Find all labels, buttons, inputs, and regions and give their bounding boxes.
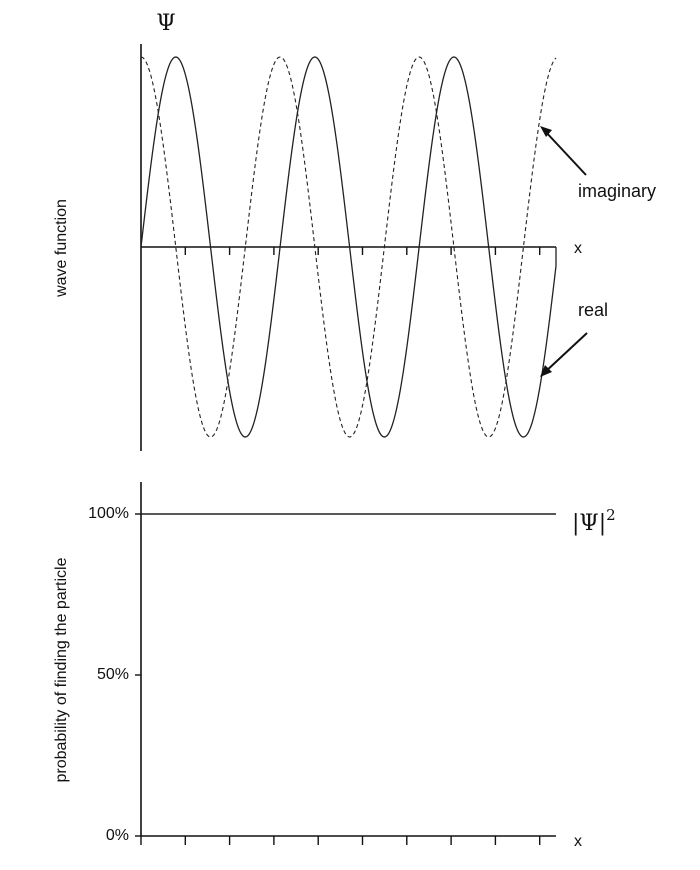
real-curve — [140, 56, 557, 438]
prob-x-label: x — [574, 833, 582, 850]
psi-squared-label: |Ψ|2 — [572, 506, 616, 536]
imaginary-pointer-line — [543, 129, 587, 176]
prob-y-tick-label: 50% — [97, 666, 129, 683]
prob-y-tick-label: 0% — [106, 827, 129, 844]
imaginary-pointer-arrowhead — [540, 126, 552, 137]
wave-x-label: x — [574, 240, 582, 257]
psi-axis-symbol: Ψ — [156, 11, 175, 36]
prob-y-tick-label: 100% — [88, 505, 129, 522]
psi-squared-base: |Ψ| — [572, 511, 606, 536]
wave-x-ticks — [184, 247, 541, 255]
prob-y-ticks: 100% 50% 0% — [88, 505, 141, 844]
real-pointer-line — [543, 332, 588, 374]
imaginary-annotation: imaginary — [578, 181, 656, 201]
probability-ylabel: probability of finding the particle — [53, 557, 70, 782]
imaginary-curve — [140, 56, 557, 438]
wave-function-ylabel: wave function — [53, 199, 70, 298]
psi-squared-exponent: 2 — [606, 506, 616, 524]
real-pointer-arrowhead — [540, 365, 552, 377]
prob-x-ticks — [140, 836, 541, 845]
real-annotation: real — [578, 300, 608, 320]
wave-function-panel: Ψ wave function x imaginary real — [53, 11, 656, 451]
probability-panel: probability of finding the particle 100%… — [53, 482, 616, 850]
